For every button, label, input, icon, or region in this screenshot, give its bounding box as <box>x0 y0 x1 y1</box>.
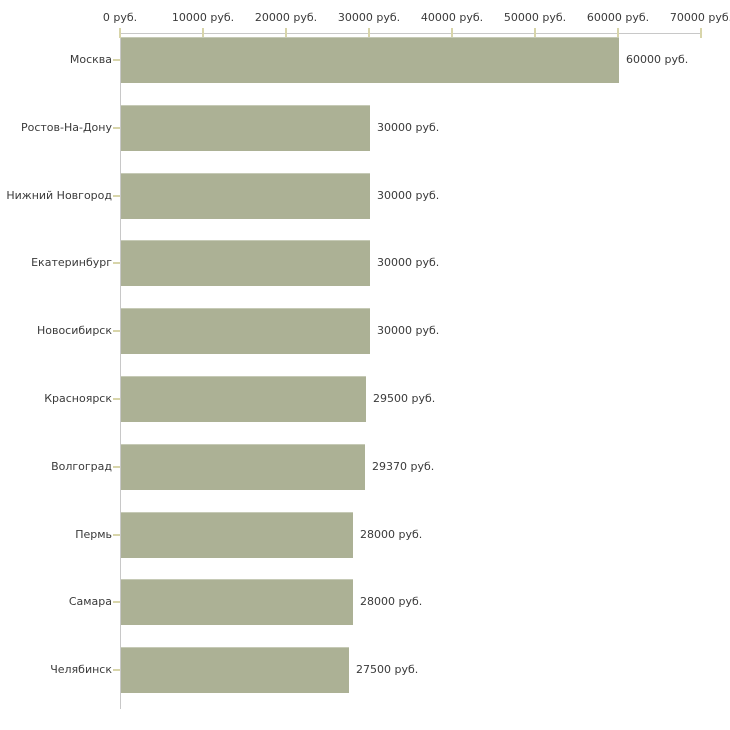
bar <box>121 579 353 625</box>
value-label: 28000 руб. <box>360 595 423 608</box>
category-label: Волгоград <box>51 460 112 473</box>
category-tick-mark <box>113 601 120 603</box>
bar <box>121 37 619 83</box>
bar <box>121 647 349 693</box>
category-tick-mark <box>113 59 120 61</box>
category-label: Самара <box>68 595 112 608</box>
bar <box>121 512 353 558</box>
category-label: Челябинск <box>50 663 112 676</box>
category-label: Екатеринбург <box>31 256 112 269</box>
x-tick-mark <box>285 28 287 38</box>
value-label: 27500 руб. <box>356 663 419 676</box>
bar <box>121 240 370 286</box>
bar <box>121 105 370 151</box>
category-label: Новосибирск <box>36 324 112 337</box>
x-tick-mark <box>202 28 204 38</box>
x-tick-label: 50000 руб. <box>503 11 567 24</box>
category-tick-mark <box>113 195 120 197</box>
bar <box>121 308 370 354</box>
category-label: Красноярск <box>44 392 112 405</box>
y-axis-line <box>120 33 121 709</box>
x-tick-label: 60000 руб. <box>586 11 650 24</box>
bar <box>121 376 366 422</box>
bar <box>121 173 370 219</box>
x-tick-mark <box>368 28 370 38</box>
category-tick-mark <box>113 669 120 671</box>
x-tick-mark <box>617 28 619 38</box>
category-tick-mark <box>113 466 120 468</box>
x-tick-label: 20000 руб. <box>254 11 318 24</box>
category-label: Ростов-На-Дону <box>20 121 112 134</box>
x-tick-mark <box>700 28 702 38</box>
category-tick-mark <box>113 262 120 264</box>
category-tick-mark <box>113 330 120 332</box>
x-tick-label: 30000 руб. <box>337 11 401 24</box>
x-tick-mark <box>119 28 121 38</box>
value-label: 30000 руб. <box>377 121 440 134</box>
x-tick-mark <box>451 28 453 38</box>
value-label: 60000 руб. <box>626 53 689 66</box>
value-label: 30000 руб. <box>377 256 440 269</box>
value-label: 29370 руб. <box>372 460 435 473</box>
category-tick-mark <box>113 534 120 536</box>
value-label: 28000 руб. <box>360 528 423 541</box>
value-label: 30000 руб. <box>377 189 440 202</box>
x-tick-label: 70000 руб. <box>669 11 730 24</box>
x-axis-line <box>120 33 702 34</box>
bar <box>121 444 365 490</box>
x-tick-label: 10000 руб. <box>171 11 235 24</box>
category-label: Пермь <box>75 528 112 541</box>
value-label: 30000 руб. <box>377 324 440 337</box>
category-tick-mark <box>113 398 120 400</box>
x-tick-label: 0 руб. <box>102 11 138 24</box>
x-tick-mark <box>534 28 536 38</box>
x-tick-label: 40000 руб. <box>420 11 484 24</box>
category-label: Нижний Новгород <box>6 189 112 202</box>
category-label: Москва <box>69 53 112 66</box>
category-tick-mark <box>113 127 120 129</box>
value-label: 29500 руб. <box>373 392 436 405</box>
